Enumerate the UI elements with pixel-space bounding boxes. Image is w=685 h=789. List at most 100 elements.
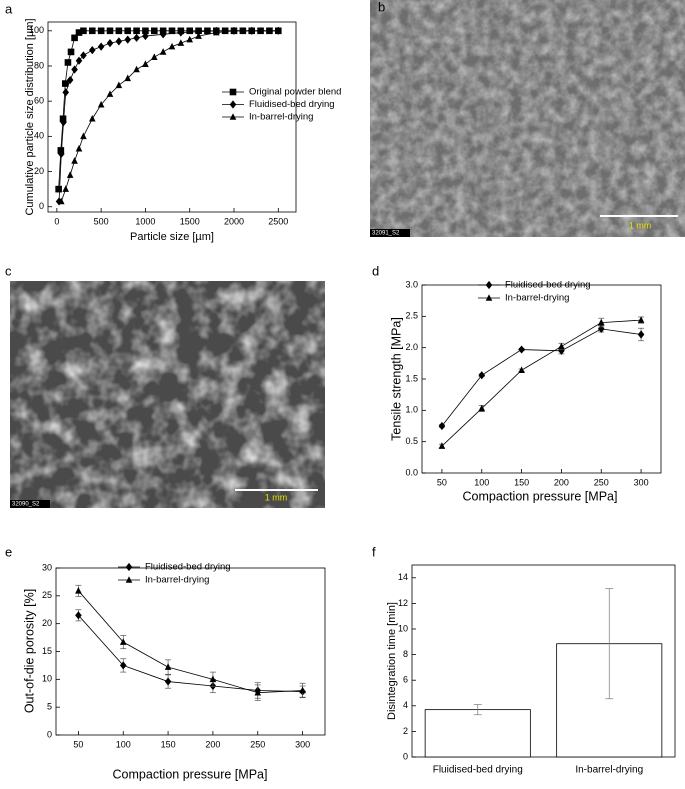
x-tick-label: 300 xyxy=(295,739,310,749)
plot-frame xyxy=(421,284,662,474)
marker xyxy=(57,149,65,159)
marker xyxy=(71,157,78,164)
x-tick-label: 250 xyxy=(250,739,265,749)
marker xyxy=(597,318,605,326)
y-tick-label: 12 xyxy=(398,598,408,608)
image-code: 32090_S2 xyxy=(12,502,40,508)
marker xyxy=(164,677,172,686)
marker xyxy=(637,330,645,339)
marker xyxy=(248,26,256,34)
marker xyxy=(186,27,194,35)
marker xyxy=(133,65,140,73)
marker xyxy=(142,31,149,41)
y-tick-label: 0 xyxy=(39,201,44,211)
marker xyxy=(125,576,133,583)
marker xyxy=(64,59,72,66)
y-tick-label: 5 xyxy=(47,702,52,712)
x-tick-label: 50 xyxy=(73,739,83,749)
code-box xyxy=(370,229,410,237)
marker xyxy=(115,27,123,35)
y-tick-label: 1.5 xyxy=(405,373,418,383)
marker xyxy=(115,37,123,46)
marker xyxy=(229,88,237,96)
y-tick-label: 30 xyxy=(42,562,52,572)
marker xyxy=(597,324,605,333)
marker xyxy=(212,28,220,36)
x-tick-label: 300 xyxy=(634,477,649,487)
marker xyxy=(57,197,65,205)
marker xyxy=(88,114,96,122)
panel-label: e xyxy=(5,544,12,559)
x-tick-label: In-barrel-drying xyxy=(575,765,643,776)
legend-label: Fluidised-bed drying xyxy=(505,280,591,291)
marker xyxy=(75,29,83,36)
x-tick-label: 0 xyxy=(54,216,59,226)
y-tick-label: 8 xyxy=(403,649,408,659)
y-tick-label: 60 xyxy=(34,96,44,106)
sem-texture xyxy=(10,281,325,508)
marker xyxy=(142,60,149,68)
x-tick-label: 2500 xyxy=(268,216,288,226)
marker xyxy=(75,587,82,594)
y-tick-label: 0.5 xyxy=(405,436,418,446)
marker xyxy=(637,316,645,323)
x-tick-label: 2000 xyxy=(224,216,244,226)
panel-label: f xyxy=(372,544,376,559)
marker xyxy=(66,171,74,178)
legend-label: Fluidised-bed drying xyxy=(249,99,335,110)
panel-label: c xyxy=(5,263,12,278)
y-tick-label: 25 xyxy=(42,590,52,600)
marker xyxy=(142,27,149,35)
marker xyxy=(62,185,70,192)
marker xyxy=(55,185,62,193)
scale-label: 1 mm xyxy=(265,492,288,502)
marker xyxy=(209,675,217,683)
series-line xyxy=(78,615,303,692)
marker xyxy=(133,33,140,42)
y-axis-label: Out-of-die porosity [%] xyxy=(22,589,36,713)
marker xyxy=(438,421,446,431)
series-line xyxy=(441,328,642,427)
marker xyxy=(168,42,176,50)
scale-label: 1 mm xyxy=(629,220,652,230)
marker xyxy=(485,294,493,301)
marker xyxy=(106,27,114,35)
marker xyxy=(438,442,446,449)
marker xyxy=(124,35,132,44)
y-tick-label: 2.5 xyxy=(405,311,418,321)
marker xyxy=(106,39,114,48)
x-tick-label: 200 xyxy=(554,477,569,487)
y-tick-label: 80 xyxy=(34,60,44,70)
marker xyxy=(97,100,105,108)
marker xyxy=(229,100,237,109)
series-line xyxy=(441,319,642,447)
marker xyxy=(115,81,123,89)
y-axis-label: Cumulative particle size distribution [µ… xyxy=(24,18,36,215)
marker xyxy=(124,27,132,35)
marker xyxy=(159,30,167,39)
marker xyxy=(75,611,82,620)
y-tick-label: 0 xyxy=(47,729,52,739)
x-tick-label: 1000 xyxy=(135,216,155,226)
x-axis-label: Compaction pressure [MPa] xyxy=(463,489,618,503)
y-tick-label: 20 xyxy=(34,166,44,176)
x-tick-label: 100 xyxy=(116,739,131,749)
y-tick-label: 10 xyxy=(42,674,52,684)
x-tick-label: Fluidised-bed drying xyxy=(433,765,523,776)
marker xyxy=(177,28,185,37)
y-axis-label: Disintegration time [min] xyxy=(386,602,398,720)
legend-label: In-barrel-drying xyxy=(505,293,569,304)
marker xyxy=(177,39,185,46)
y-tick-label: 2 xyxy=(403,726,408,736)
marker xyxy=(254,688,262,696)
x-tick-label: 150 xyxy=(161,739,176,749)
legend-label: In-barrel-drying xyxy=(249,112,313,123)
y-tick-label: 2.0 xyxy=(405,342,418,352)
marker xyxy=(66,75,74,85)
x-tick-label: 200 xyxy=(205,739,220,749)
marker xyxy=(229,113,237,120)
marker xyxy=(150,27,158,35)
y-tick-label: 14 xyxy=(398,572,408,582)
legend-label: Fluidised-bed drying xyxy=(145,562,231,573)
y-tick-label: 0 xyxy=(403,751,408,761)
